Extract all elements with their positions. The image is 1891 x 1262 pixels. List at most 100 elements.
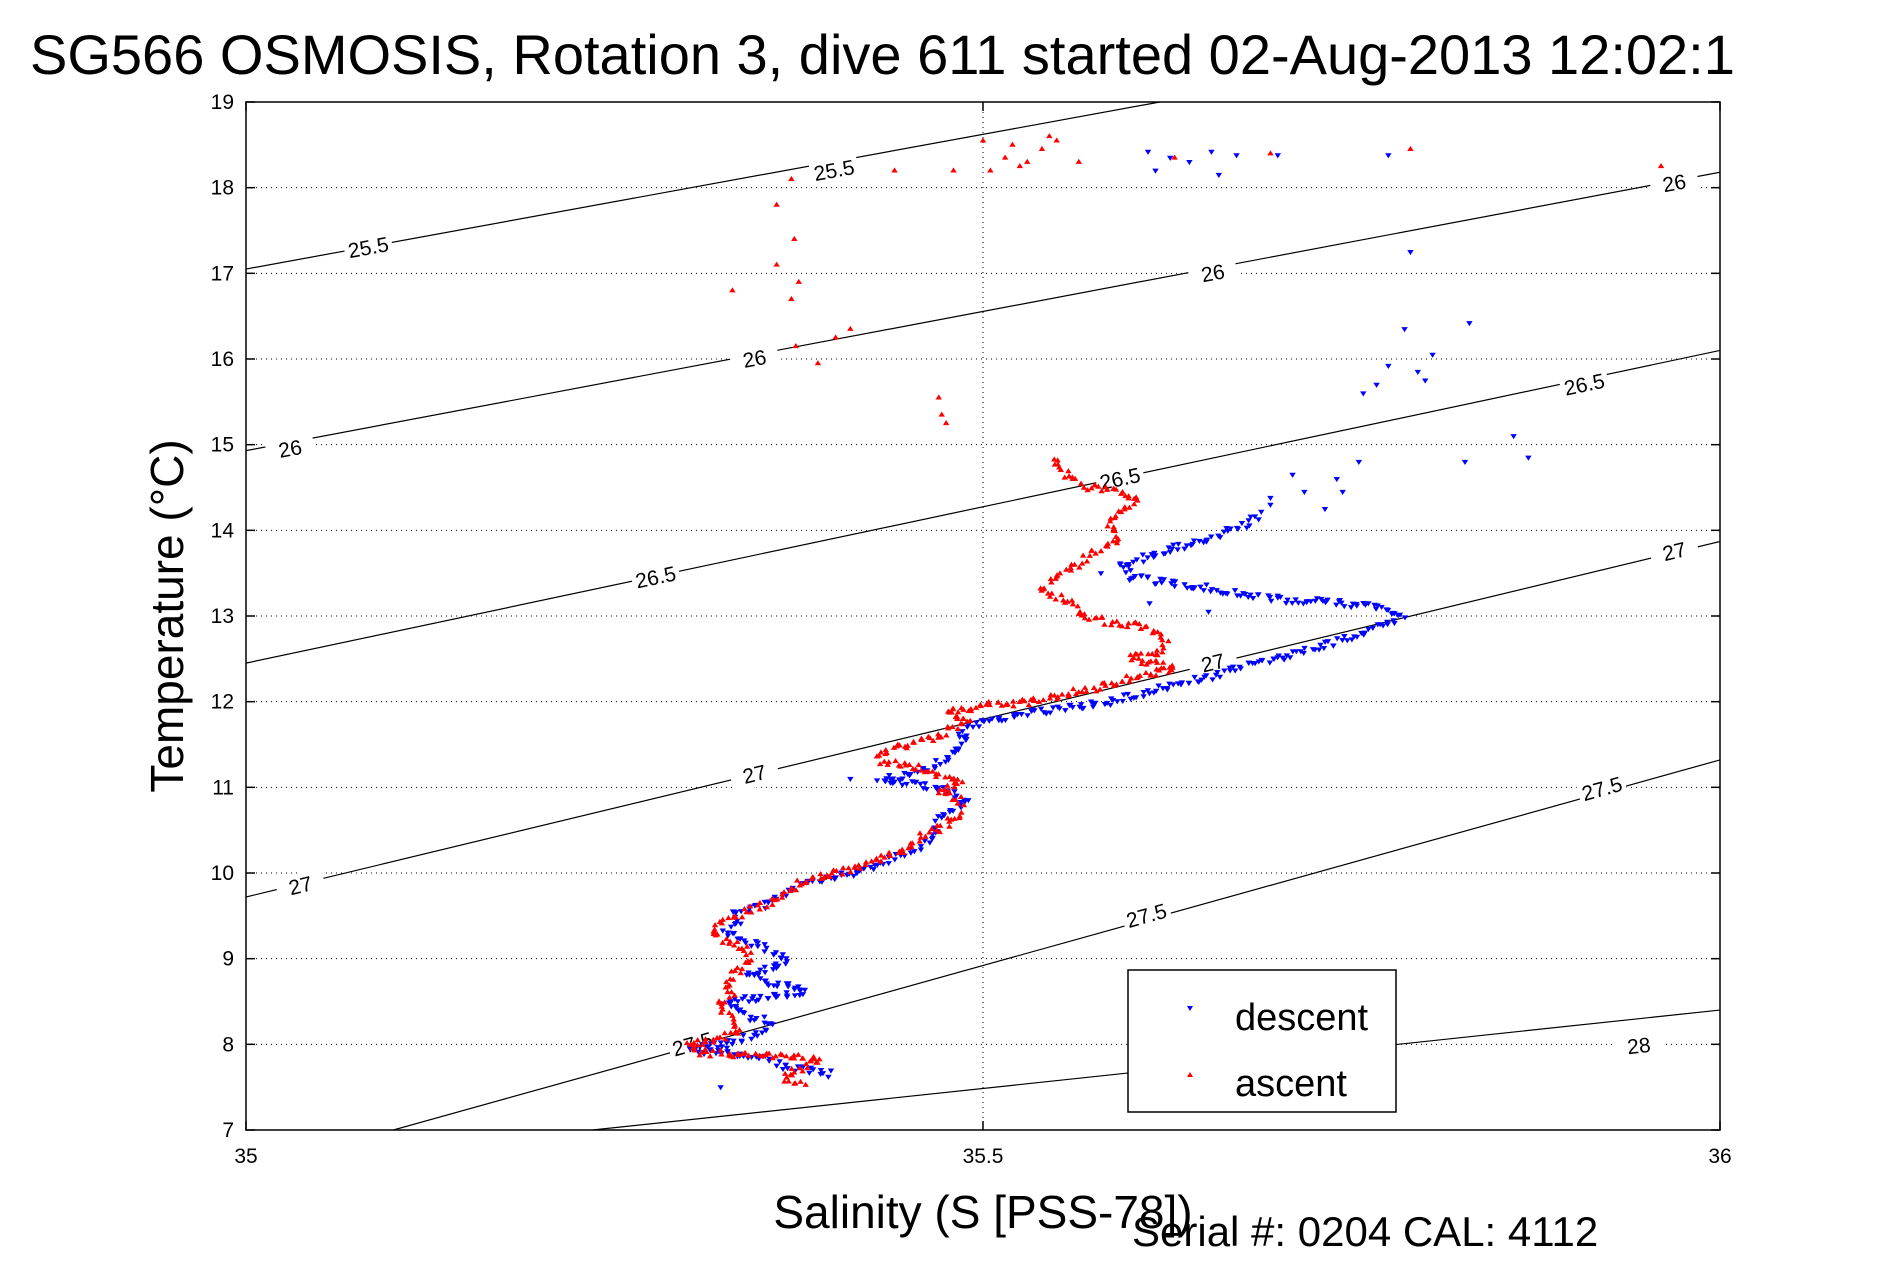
contour-label-bg bbox=[1648, 166, 1701, 201]
ascent-point bbox=[890, 744, 898, 750]
density-contour-27.5 bbox=[393, 759, 1720, 1130]
descent-point bbox=[817, 1071, 824, 1078]
descent-point bbox=[764, 996, 772, 1002]
ascent-point bbox=[741, 906, 748, 912]
descent-point bbox=[873, 778, 881, 784]
descent-point bbox=[783, 981, 791, 987]
descent-point bbox=[850, 873, 857, 879]
ascent-point bbox=[1136, 620, 1143, 627]
descent-point bbox=[1267, 495, 1274, 501]
ascent-point bbox=[826, 873, 834, 880]
ascent-point bbox=[1021, 698, 1028, 704]
ascent-point bbox=[716, 1034, 724, 1040]
ascent-point bbox=[729, 287, 736, 293]
ascent-point bbox=[737, 970, 744, 976]
descent-point bbox=[1238, 521, 1246, 527]
ascent-point bbox=[1052, 596, 1059, 602]
ascent-point bbox=[873, 855, 880, 861]
descent-point bbox=[724, 930, 732, 936]
ascent-point bbox=[951, 784, 958, 790]
descent-point bbox=[1203, 673, 1210, 679]
ascent-point bbox=[1127, 675, 1135, 681]
ascent-point bbox=[717, 1009, 725, 1015]
descent-point bbox=[1300, 601, 1307, 607]
ascent-point bbox=[797, 1078, 804, 1084]
descent-point bbox=[729, 930, 736, 937]
descent-point bbox=[955, 731, 962, 737]
ascent-point bbox=[734, 964, 741, 970]
ascent-point bbox=[1076, 608, 1084, 615]
ascent-point bbox=[792, 887, 800, 893]
ascent-point bbox=[918, 735, 925, 741]
ascent-point bbox=[773, 261, 780, 267]
ascent-point bbox=[1136, 672, 1144, 678]
ascent-point bbox=[1113, 618, 1121, 624]
ascent-point bbox=[1125, 620, 1132, 626]
ascent-point bbox=[1159, 659, 1167, 665]
ascent-point bbox=[868, 858, 875, 864]
descent-point bbox=[1077, 702, 1085, 708]
descent-point bbox=[899, 776, 906, 782]
descent-point bbox=[723, 1045, 731, 1051]
ascent-point bbox=[967, 705, 975, 712]
descent-point bbox=[817, 1068, 825, 1074]
ascent-point bbox=[943, 732, 950, 738]
ascent-point bbox=[787, 1055, 795, 1061]
ascent-point bbox=[922, 833, 929, 839]
ascent-point bbox=[938, 411, 945, 417]
descent-point bbox=[1151, 581, 1159, 587]
descent-point bbox=[1510, 434, 1517, 440]
y-tick-label: 14 bbox=[211, 519, 235, 542]
ascent-point bbox=[905, 845, 912, 851]
descent-point bbox=[1122, 570, 1130, 576]
ascent-point bbox=[1267, 150, 1274, 156]
ascent-point bbox=[942, 774, 949, 780]
legend-descent-label: descent bbox=[1235, 997, 1369, 1039]
ascent-point bbox=[952, 714, 959, 720]
ascent-point bbox=[794, 877, 801, 883]
y-tick-label: 10 bbox=[211, 862, 234, 885]
ascent-point bbox=[917, 834, 924, 840]
descent-point bbox=[740, 1033, 747, 1039]
descent-point bbox=[1336, 598, 1344, 604]
descent-point bbox=[1279, 655, 1286, 661]
descent-point bbox=[1208, 587, 1216, 593]
descent-point bbox=[742, 940, 749, 946]
ascent-point bbox=[1159, 642, 1166, 648]
x-axis-label: Salinity (S [PSS-78]) bbox=[773, 1186, 1192, 1238]
ascent-point bbox=[959, 779, 966, 785]
descent-point bbox=[1089, 704, 1097, 710]
descent-point bbox=[886, 772, 893, 779]
ascent-point bbox=[1077, 480, 1085, 486]
ascent-point bbox=[787, 887, 794, 893]
descent-point bbox=[799, 992, 807, 998]
y-tick-label: 8 bbox=[222, 1033, 234, 1056]
contour-label-bg bbox=[264, 431, 317, 467]
ascent-point bbox=[954, 709, 962, 715]
descent-point bbox=[1330, 643, 1337, 649]
descent-point bbox=[963, 736, 970, 742]
descent-point bbox=[1097, 571, 1105, 577]
ascent-point bbox=[1133, 674, 1140, 681]
descent-point bbox=[986, 718, 993, 724]
ascent-point bbox=[942, 420, 950, 426]
ascent-point bbox=[807, 1057, 815, 1064]
descent-point bbox=[1185, 680, 1193, 686]
ascent-point bbox=[724, 988, 731, 995]
descent-point bbox=[1317, 596, 1325, 603]
ascent-point bbox=[778, 894, 786, 900]
descent-point bbox=[1170, 542, 1177, 548]
ascent-point bbox=[694, 1037, 701, 1043]
ascent-point bbox=[781, 1070, 789, 1076]
descent-point bbox=[1466, 321, 1473, 327]
ascent-point bbox=[932, 773, 940, 779]
descent-point bbox=[745, 999, 753, 1005]
ascent-point bbox=[788, 295, 795, 301]
descent-point bbox=[1130, 559, 1137, 565]
descent-point bbox=[891, 857, 899, 863]
ascent-point bbox=[728, 989, 735, 995]
ascent-point bbox=[706, 1053, 714, 1059]
descent-point bbox=[1152, 168, 1159, 174]
descent-point bbox=[998, 718, 1006, 724]
ascent-point bbox=[726, 938, 734, 944]
